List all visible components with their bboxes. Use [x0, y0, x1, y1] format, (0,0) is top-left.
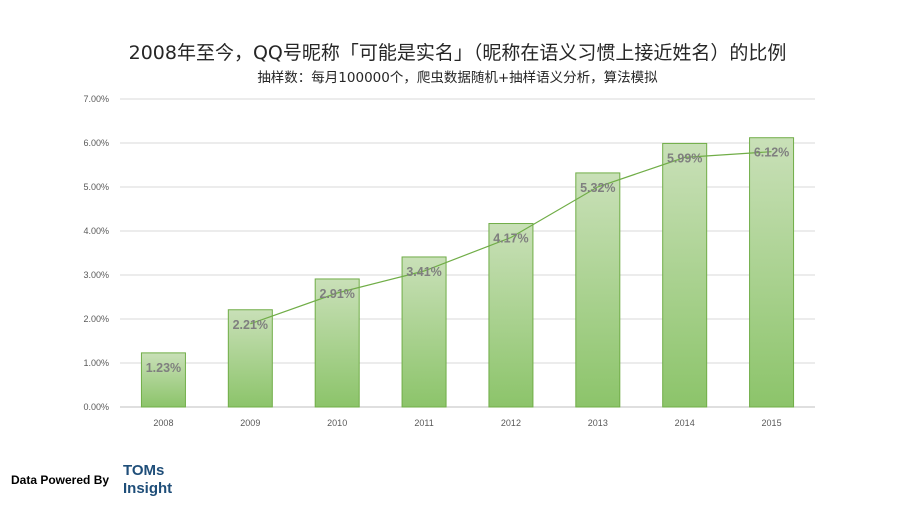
x-tick-label: 2012 [501, 418, 521, 428]
x-tick-label: 2013 [588, 418, 608, 428]
data-label: 4.17% [493, 232, 528, 246]
y-axis-ticks: 0.00% 1.00% 2.00% 3.00% 4.00% 5.00% 6.00% 7.00% [83, 94, 109, 412]
x-tick-label: 2009 [240, 418, 260, 428]
bar [750, 138, 794, 407]
data-label: 6.12% [754, 146, 789, 160]
bar [663, 143, 707, 407]
y-tick-label: 5.00% [83, 182, 109, 192]
y-tick-label: 2.00% [83, 314, 109, 324]
y-tick-label: 0.00% [83, 402, 109, 412]
data-label: 5.32% [580, 181, 615, 195]
x-tick-label: 2015 [762, 418, 782, 428]
x-axis-ticks: 2008 2009 2010 2011 2012 2013 2014 2015 [153, 418, 781, 428]
data-label: 3.41% [406, 265, 441, 279]
data-label: 1.23% [146, 361, 181, 375]
bar [402, 257, 446, 407]
x-tick-label: 2010 [327, 418, 347, 428]
y-tick-label: 3.00% [83, 270, 109, 280]
data-label: 2.21% [233, 318, 268, 332]
data-label: 5.99% [667, 151, 702, 165]
data-powered-by-label: Data Powered By [11, 473, 109, 487]
brand-line-2: Insight [123, 480, 172, 498]
bars [141, 138, 793, 407]
bar [489, 224, 533, 407]
gridlines [120, 99, 815, 407]
y-tick-label: 4.00% [83, 226, 109, 236]
y-tick-label: 7.00% [83, 94, 109, 104]
brand-logo: TOMs Insight [123, 462, 172, 498]
brand-line-1: TOMs [123, 462, 172, 480]
x-tick-label: 2014 [675, 418, 695, 428]
x-tick-label: 2011 [414, 418, 433, 428]
y-tick-label: 6.00% [83, 138, 109, 148]
x-tick-label: 2008 [153, 418, 173, 428]
bar [576, 173, 620, 407]
data-label: 2.91% [319, 287, 354, 301]
y-tick-label: 1.00% [83, 358, 109, 368]
